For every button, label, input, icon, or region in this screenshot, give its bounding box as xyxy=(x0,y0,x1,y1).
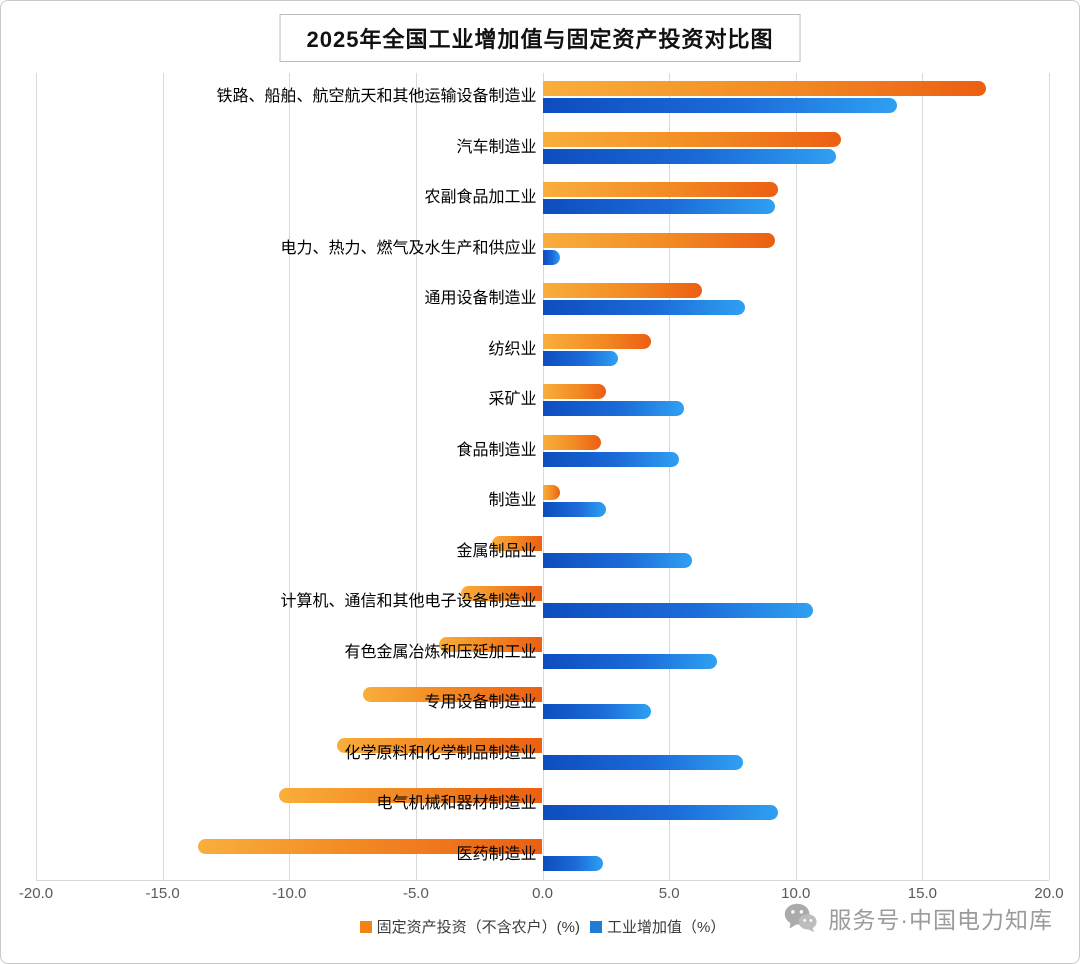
legend-label: 工业增加值（%） xyxy=(607,919,726,936)
fixed-investment-bar[interactable] xyxy=(542,232,776,248)
watermark-text: 服务号·中国电力知库 xyxy=(828,907,1053,933)
category-label: 金属制品业 xyxy=(456,542,537,560)
category-row: 有色金属冶炼和压延加工业 xyxy=(36,629,1049,680)
fixed-investment-bar[interactable] xyxy=(542,182,779,197)
fixed-investment-bar[interactable] xyxy=(542,485,561,500)
fixed-investment-bar[interactable] xyxy=(461,586,543,601)
category-label: 纺织业 xyxy=(488,340,537,358)
fixed-investment-bar[interactable] xyxy=(279,788,543,803)
category-label: 通用设备制造业 xyxy=(424,290,537,307)
watermark: 服务号·中国电力知库 xyxy=(781,899,1053,937)
fixed-investment-bar[interactable] xyxy=(542,384,606,399)
industrial-value-bar[interactable] xyxy=(542,653,718,669)
category-row: 通用设备制造业 xyxy=(36,275,1049,326)
category-row: 计算机、通信和其他电子设备制造业 xyxy=(36,578,1049,629)
legend-item-industrial-value[interactable]: 工业增加值（%） xyxy=(590,916,725,937)
bar-rows: 铁路、船舶、航空航天和其他运输设备制造业汽车制造业农副食品加工业电力、热力、燃气… xyxy=(36,73,1049,881)
category-row: 医药制造业 xyxy=(36,831,1049,882)
fixed-investment-bar[interactable] xyxy=(542,81,986,96)
category-label: 电气机械和器材制造业 xyxy=(376,795,537,812)
category-label: 食品制造业 xyxy=(456,441,537,459)
gridline xyxy=(1049,73,1050,880)
industrial-value-bar[interactable] xyxy=(542,148,837,164)
x-tick-label: -15.0 xyxy=(145,885,180,902)
industrial-value-bar[interactable] xyxy=(542,300,746,315)
industrial-value-bar[interactable] xyxy=(542,855,604,871)
industrial-value-bar[interactable] xyxy=(542,704,652,719)
gridline xyxy=(669,73,671,880)
industrial-value-bar[interactable] xyxy=(542,350,619,366)
category-label: 制造业 xyxy=(488,492,537,509)
legend-item-fixed-investment[interactable]: 固定资产投资（不含农户）(%) xyxy=(359,916,580,937)
category-label: 电力、热力、燃气及水生产和供应业 xyxy=(280,239,537,257)
fixed-investment-bar[interactable] xyxy=(438,636,543,652)
industrial-value-bar[interactable] xyxy=(542,249,561,265)
x-tick-label: -10.0 xyxy=(272,885,307,902)
legend-label: 固定资产投资（不含农户）(%) xyxy=(376,919,580,936)
legend: 固定资产投资（不含农户）(%) 工业增加值（%） xyxy=(36,916,1049,937)
x-tick-label: -5.0 xyxy=(402,885,429,902)
category-row: 化学原料和化学制品制造业 xyxy=(36,730,1049,781)
x-tick-label: -20.0 xyxy=(18,885,54,902)
industrial-value-bar[interactable] xyxy=(542,502,606,517)
gridline xyxy=(162,73,164,880)
gridline xyxy=(922,73,924,880)
fixed-investment-bar[interactable] xyxy=(542,283,703,298)
x-tick-label: 15.0 xyxy=(907,885,937,902)
category-row: 专用设备制造业 xyxy=(36,679,1049,730)
gridline xyxy=(415,73,417,880)
blue-swatch-icon xyxy=(590,920,602,933)
category-label: 汽车制造业 xyxy=(456,138,537,156)
category-label: 铁路、船舶、航空航天和其他运输设备制造业 xyxy=(216,88,537,105)
industrial-value-bar[interactable] xyxy=(542,603,814,618)
category-label: 化学原料和化学制品制造业 xyxy=(344,744,537,762)
category-row: 电气机械和器材制造业 xyxy=(36,780,1049,831)
category-row: 汽车制造业 xyxy=(36,124,1049,175)
industrial-value-bar[interactable] xyxy=(542,98,898,113)
category-row: 铁路、船舶、航空航天和其他运输设备制造业 xyxy=(36,73,1049,124)
x-tick-label: 20.0 xyxy=(1034,885,1064,902)
fixed-investment-bar[interactable] xyxy=(542,131,842,147)
category-row: 农副食品加工业 xyxy=(36,174,1049,225)
fixed-investment-bar[interactable] xyxy=(362,687,543,702)
chart-title: 2025年全国工业增加值与固定资产投资对比图 xyxy=(306,27,774,52)
fixed-investment-bar[interactable] xyxy=(337,737,543,753)
category-label: 计算机、通信和其他电子设备制造业 xyxy=(280,593,537,610)
industrial-value-bar[interactable] xyxy=(542,199,776,214)
wechat-icon xyxy=(785,903,817,933)
x-tick-label: 0.0 xyxy=(532,885,553,902)
chart-title-box: 2025年全国工业增加值与固定资产投资对比图 xyxy=(279,14,801,62)
category-label: 有色金属冶炼和压延加工业 xyxy=(344,643,537,661)
gridline xyxy=(795,73,797,880)
industrial-value-bar[interactable] xyxy=(542,401,685,416)
industrial-value-bar[interactable] xyxy=(542,805,779,820)
category-label: 医药制造业 xyxy=(456,845,537,863)
x-tick-label: 5.0 xyxy=(658,885,680,902)
category-label: 采矿业 xyxy=(488,391,537,408)
gridline xyxy=(542,73,544,880)
orange-swatch-icon xyxy=(359,920,372,933)
category-row: 采矿业 xyxy=(36,376,1049,427)
x-axis: -20.0 -15.0 -10.0 -5.0 0.0 5.0 10.0 15.0 20.0 xyxy=(19,885,1064,905)
category-label: 专用设备制造业 xyxy=(424,694,537,711)
industrial-value-bar[interactable] xyxy=(542,754,743,770)
gridline xyxy=(289,73,291,880)
fixed-investment-bar[interactable] xyxy=(198,838,543,854)
category-label: 农副食品加工业 xyxy=(424,189,537,206)
gridlines xyxy=(36,73,1050,881)
category-row: 制造业 xyxy=(36,477,1049,528)
gridline xyxy=(36,73,37,880)
x-tick-label: 10.0 xyxy=(781,885,811,902)
fixed-investment-bar[interactable] xyxy=(542,434,601,450)
industrial-value-bar[interactable] xyxy=(542,451,680,467)
category-row: 食品制造业 xyxy=(36,427,1049,478)
plot-area: 铁路、船舶、航空航天和其他运输设备制造业汽车制造业农副食品加工业电力、热力、燃气… xyxy=(36,73,1050,881)
category-row: 金属制品业 xyxy=(36,528,1049,579)
fixed-investment-bar[interactable] xyxy=(542,333,652,349)
category-row: 纺织业 xyxy=(36,326,1049,377)
category-row: 电力、热力、燃气及水生产和供应业 xyxy=(36,225,1049,276)
fixed-investment-bar[interactable] xyxy=(491,535,543,551)
industrial-value-bar[interactable] xyxy=(542,552,692,568)
